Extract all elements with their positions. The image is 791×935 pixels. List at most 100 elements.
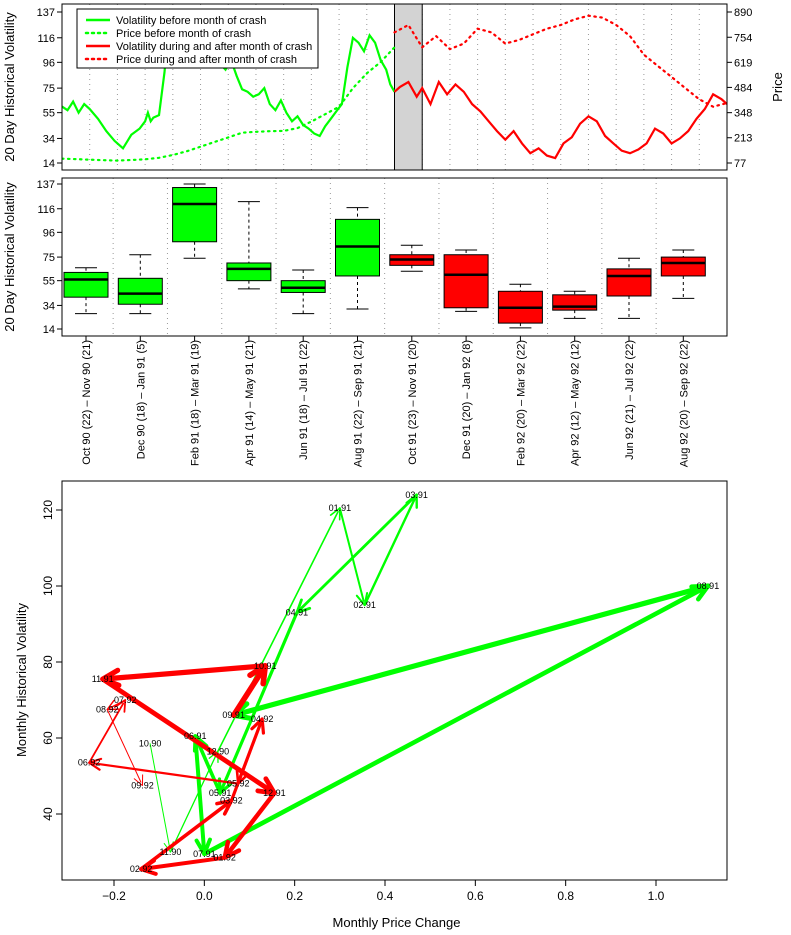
left-tick-label: 116 [37, 33, 55, 45]
category-label: Apr 92 (12) – May 92 (12) [570, 340, 582, 466]
right-tick-label: 484 [734, 82, 752, 94]
price-before-line [62, 46, 396, 162]
box-dec-90-18-jan-91-5 [117, 254, 163, 315]
point-label-11-90: 11.90 [160, 847, 182, 857]
left-tick-label: 75 [43, 83, 55, 95]
legend-label: Volatility during and after month of cra… [116, 41, 312, 53]
right-tick-label: 754 [734, 32, 752, 44]
y-tick-label: 55 [43, 276, 55, 288]
point-label-05-92: 05.92 [227, 779, 250, 789]
point-label-05-91: 05.91 [209, 788, 232, 798]
legend-label: Price before month of crash [116, 28, 251, 40]
volatility-price-timeseries-panel: 14 34 55 75 96 116 137 77 213 348 484 619 754 890 20 D… [2, 3, 785, 171]
category-label: Aug 91 (22) – Sep 91 (21) [353, 340, 365, 467]
category-label: Jun 91 (18) – Jul 91 (22) [298, 340, 310, 460]
y-tick-label: 75 [43, 252, 55, 264]
category-label: Feb 91 (18) – Mar 91 (19) [190, 340, 202, 466]
x-axis-label: Monthly Price Change [333, 915, 461, 930]
x-tick-label: 0.4 [377, 889, 394, 903]
arrow-12-91-to-01-92 [225, 790, 277, 856]
legend-label: Volatility before month of crash [116, 15, 266, 27]
point-label-12-90: 12.90 [207, 746, 230, 756]
legend-label: Price during and after month of crash [116, 54, 297, 66]
iqr-box [660, 256, 706, 277]
arrow-05-92-to-06-92 [92, 762, 240, 785]
point-label-09-91: 09.91 [222, 710, 245, 720]
right-tick-label: 890 [734, 7, 752, 19]
x-tick-label: 0.2 [286, 889, 303, 903]
y-tick-label: 34 [43, 300, 55, 312]
iqr-box [226, 262, 272, 282]
point-label-11-91: 11.91 [92, 674, 114, 684]
point-label-08-91: 08.91 [697, 581, 720, 591]
arrow-06-91-to-07-91 [193, 734, 206, 851]
arrow-01-91-to-02-91 [338, 507, 365, 602]
legend-box [76, 8, 319, 69]
category-label: Feb 92 (20) – Mar 92 (22) [515, 340, 527, 466]
box-apr-92-12-may-92-12 [552, 290, 598, 319]
point-label-04-92: 04.92 [251, 714, 274, 724]
category-label: Apr 91 (14) – May 91 (21) [244, 340, 256, 466]
y-tick-label: 116 [37, 204, 55, 216]
point-label-01-92: 01.92 [213, 853, 236, 863]
arrow-10-90-to-11-90 [149, 743, 171, 849]
arrow-06-92-to-07-92 [88, 702, 125, 764]
box-jun-91-18-jul-91-22 [280, 269, 326, 315]
y-tick-label: 14 [43, 324, 55, 336]
arrow-03-91-to-04-91 [298, 493, 419, 611]
left-tick-label: 137 [37, 7, 55, 19]
left-axis-label: 20 Day Historical Volatility [2, 12, 17, 162]
plot-frame [61, 480, 728, 881]
category-label: Oct 91 (23) – Nov 91 (20) [407, 340, 419, 465]
box-oct-91-23-nov-91-20 [389, 244, 435, 272]
point-label-03-91: 03.91 [405, 490, 428, 500]
arrow-04-92-to-05-92 [238, 717, 264, 781]
category-label: Oct 90 (22) – Nov 90 (21) [81, 340, 93, 465]
category-label: Dec 91 (20) – Jan 92 (8) [461, 340, 473, 459]
left-tick-label: 96 [43, 57, 55, 69]
point-label-03-92: 03.92 [220, 796, 243, 806]
y-tick-label: 137 [37, 179, 55, 191]
y-tick-label: 80 [41, 655, 55, 669]
monthly-phase-scatter-panel: 10.90 11.90 12.90 01.91 02.91 03.91 04.91 05.91… [14, 480, 728, 930]
left-tick-label: 34 [43, 133, 55, 145]
arrowhead-09-92 [133, 774, 144, 786]
arrow-08-92-to-09-92 [106, 709, 142, 783]
arrows-layer [88, 493, 711, 876]
right-tick-label: 213 [734, 133, 752, 145]
point-label-07-92: 07.92 [114, 695, 137, 705]
iqr-box [172, 187, 218, 243]
arrow-08-91-to-09-91 [236, 583, 711, 717]
iqr-box [117, 277, 163, 305]
x-tick-label: 0.8 [557, 889, 574, 903]
iqr-box [606, 268, 652, 297]
arrow-10-91-to-11-91 [106, 663, 268, 682]
x-tick-label: 0.0 [196, 889, 213, 903]
box-aug-92-20-sep-92-22 [660, 249, 706, 299]
point-label-02-92: 02.92 [130, 864, 153, 874]
point-label-10-90: 10.90 [139, 739, 162, 749]
left-tick-label: 14 [43, 158, 55, 170]
arrow-02-91-to-03-91 [363, 497, 416, 607]
volatility-during_after-line [393, 79, 727, 160]
y-tick-label: 96 [43, 227, 55, 239]
point-label-07-91: 07.91 [193, 849, 216, 859]
box-aug-91-22-sep-91-21 [335, 207, 380, 310]
point-label-06-92: 06.92 [78, 758, 101, 768]
arrow-09-91-to-10-91 [230, 668, 265, 719]
y-axis-label: Monthly Historical Volatility [14, 603, 29, 757]
arrow-05-91-to-06-91 [195, 739, 222, 795]
x-tick-label: 1.0 [648, 889, 665, 903]
iqr-box [443, 254, 489, 309]
right-axis-label: Price [770, 72, 785, 102]
box-feb-92-20-mar-92-22 [497, 283, 543, 329]
box-dec-91-20-jan-92-8 [443, 249, 489, 312]
point-label-12-91: 12.91 [263, 788, 286, 798]
point-labels-layer: 10.90 11.90 12.90 01.91 02.91 03.91 04.91 05.91… [78, 490, 719, 874]
point-label-06-91: 06.91 [184, 731, 207, 741]
right-tick-label: 619 [734, 57, 752, 69]
point-label-09-92: 09.92 [131, 781, 154, 791]
arrow-07-92-to-08-92 [110, 699, 126, 709]
